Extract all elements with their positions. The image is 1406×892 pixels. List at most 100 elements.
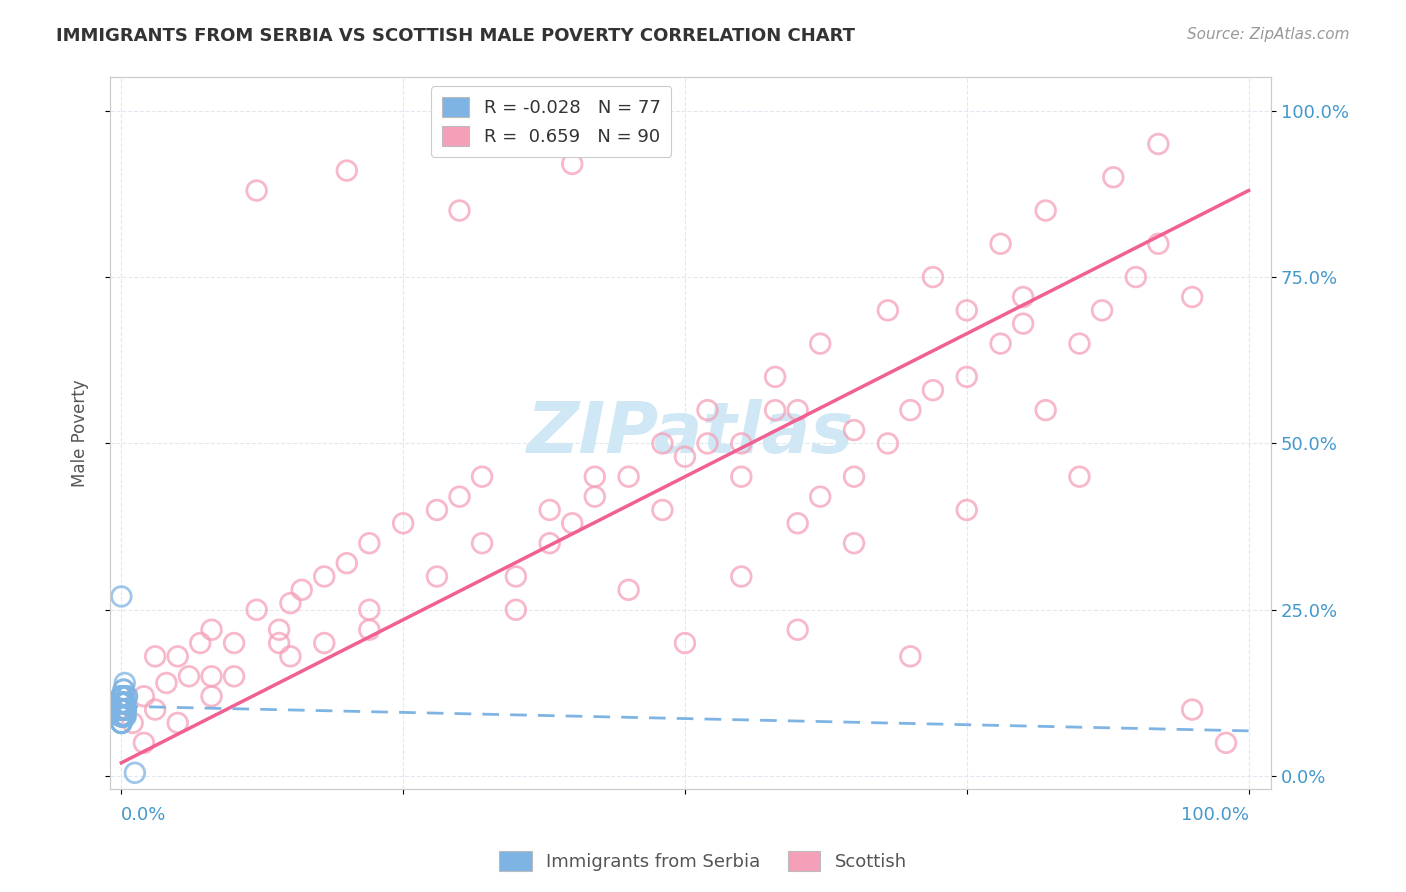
Point [111,709,134,723]
Point [505,603,527,617]
Point [673,636,696,650]
Point [763,403,786,417]
Point [112,690,135,704]
Point [155,676,177,690]
Point [112,702,135,716]
Point [392,516,415,531]
Point [110,702,132,716]
Point [110,709,132,723]
Point [115,702,138,716]
Point [1102,170,1125,185]
Point [990,336,1012,351]
Point [246,184,269,198]
Point [110,696,132,710]
Point [990,236,1012,251]
Point [114,702,136,716]
Point [112,696,135,710]
Point [842,536,865,550]
Point [114,696,136,710]
Legend: Immigrants from Serbia, Scottish: Immigrants from Serbia, Scottish [492,844,914,879]
Point [110,702,132,716]
Point [730,436,752,450]
Point [110,709,132,723]
Point [1125,270,1147,285]
Point [359,603,381,617]
Point [696,403,718,417]
Point [471,469,494,483]
Point [112,702,135,716]
Point [110,709,132,723]
Point [359,536,381,550]
Text: 0.0%: 0.0% [121,806,167,824]
Point [673,450,696,464]
Point [280,596,302,610]
Point [166,715,188,730]
Point [269,623,291,637]
Point [112,702,135,716]
Point [291,582,314,597]
Point [651,503,673,517]
Point [246,603,269,617]
Point [110,696,132,710]
Point [112,682,135,697]
Point [115,696,138,710]
Point [110,690,132,704]
Point [110,709,132,723]
Point [1035,203,1057,218]
Point [471,536,494,550]
Point [112,682,135,697]
Point [1091,303,1114,318]
Point [115,690,138,704]
Point [876,303,898,318]
Point [111,696,134,710]
Point [111,690,134,704]
Point [110,702,132,716]
Point [956,503,979,517]
Point [730,569,752,583]
Point [112,696,135,710]
Text: 100.0%: 100.0% [1181,806,1249,824]
Point [166,649,188,664]
Point [132,690,155,704]
Point [280,649,302,664]
Point [111,696,134,710]
Point [200,690,222,704]
Point [115,690,138,704]
Point [538,536,561,550]
Point [112,696,135,710]
Point [110,715,132,730]
Point [786,516,808,531]
Point [922,270,945,285]
Point [561,516,583,531]
Point [110,690,132,704]
Point [1069,336,1091,351]
Point [112,709,135,723]
Point [110,696,132,710]
Point [110,702,132,716]
Point [786,403,808,417]
Point [121,715,143,730]
Point [110,702,132,716]
Point [114,709,136,723]
Point [110,702,132,716]
Point [1215,736,1237,750]
Point [1181,290,1204,304]
Point [1035,403,1057,417]
Point [314,636,336,650]
Point [115,709,138,723]
Point [112,696,135,710]
Point [114,696,136,710]
Point [111,702,134,716]
Point [222,636,245,650]
Point [956,303,979,318]
Point [112,696,135,710]
Point [110,702,132,716]
Point [112,702,135,716]
Point [842,469,865,483]
Point [124,765,146,780]
Point [1181,702,1204,716]
Point [110,690,132,704]
Point [222,669,245,683]
Point [114,709,136,723]
Point [111,696,134,710]
